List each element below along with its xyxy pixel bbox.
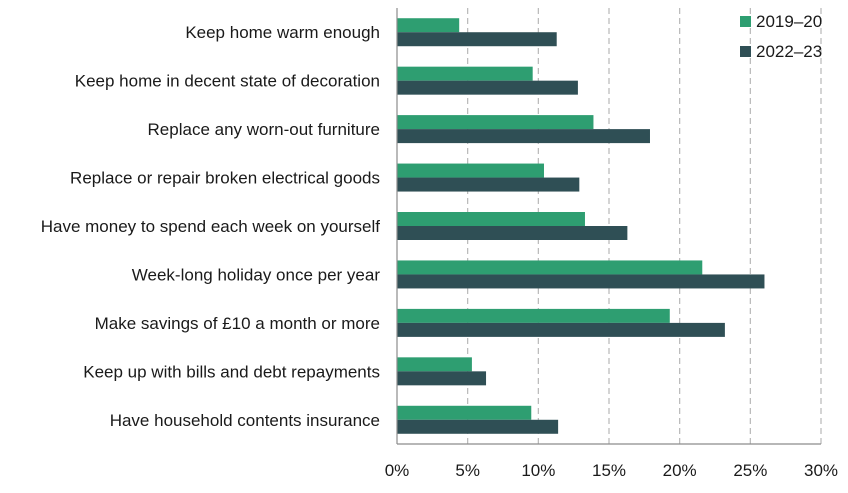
bar-series-2 xyxy=(397,129,650,144)
bar-series-1 xyxy=(397,163,544,178)
legend-swatch xyxy=(740,46,751,57)
bar-series-1 xyxy=(397,66,533,81)
category-label: Keep home warm enough xyxy=(185,23,380,42)
bar-series-1 xyxy=(397,260,703,275)
x-tick-label: 5% xyxy=(455,461,480,480)
category-label: Keep up with bills and debt repayments xyxy=(83,362,380,381)
bar-series-2 xyxy=(397,419,559,434)
bar-series-2 xyxy=(397,226,628,240)
legend-label: 2019–20 xyxy=(756,12,822,31)
category-label: Have household contents insurance xyxy=(110,411,380,430)
bar-series-1 xyxy=(397,18,460,33)
bar-series-2 xyxy=(397,322,725,337)
bar-series-2 xyxy=(397,371,487,386)
bar-series-1 xyxy=(397,115,594,130)
bar-series-2 xyxy=(397,32,557,47)
category-label: Replace any worn-out furniture xyxy=(148,120,380,139)
x-tick-label: 30% xyxy=(804,461,838,480)
bar-series-1 xyxy=(397,308,670,323)
bar-series-2 xyxy=(397,177,580,192)
bar-series-1 xyxy=(397,212,585,226)
legend: 2019–20 2022–23 xyxy=(740,12,822,61)
bar-series-1 xyxy=(397,357,472,372)
bar-series-2 xyxy=(397,80,578,95)
x-tick-label: 10% xyxy=(521,461,555,480)
category-label: Have money to spend each week on yoursel… xyxy=(41,217,381,236)
category-label: Keep home in decent state of decoration xyxy=(75,72,380,91)
bars xyxy=(397,18,765,434)
x-tick-label: 20% xyxy=(663,461,697,480)
bar-series-1 xyxy=(397,405,532,420)
bar-series-2 xyxy=(397,274,765,289)
axes xyxy=(396,8,821,445)
x-tick-labels: 0% 5% 10% 15% 20% 25% 30% xyxy=(385,461,838,480)
category-labels: Keep home warm enough Keep home in decent… xyxy=(41,23,381,430)
legend-swatch xyxy=(740,16,751,27)
x-tick-label: 0% xyxy=(385,461,410,480)
x-tick-label: 25% xyxy=(733,461,767,480)
category-label: Week-long holiday once per year xyxy=(132,265,381,284)
category-label: Replace or repair broken electrical good… xyxy=(70,169,380,188)
legend-label: 2022–23 xyxy=(756,42,822,61)
category-label: Make savings of £10 a month or more xyxy=(95,314,380,333)
x-tick-label: 15% xyxy=(592,461,626,480)
